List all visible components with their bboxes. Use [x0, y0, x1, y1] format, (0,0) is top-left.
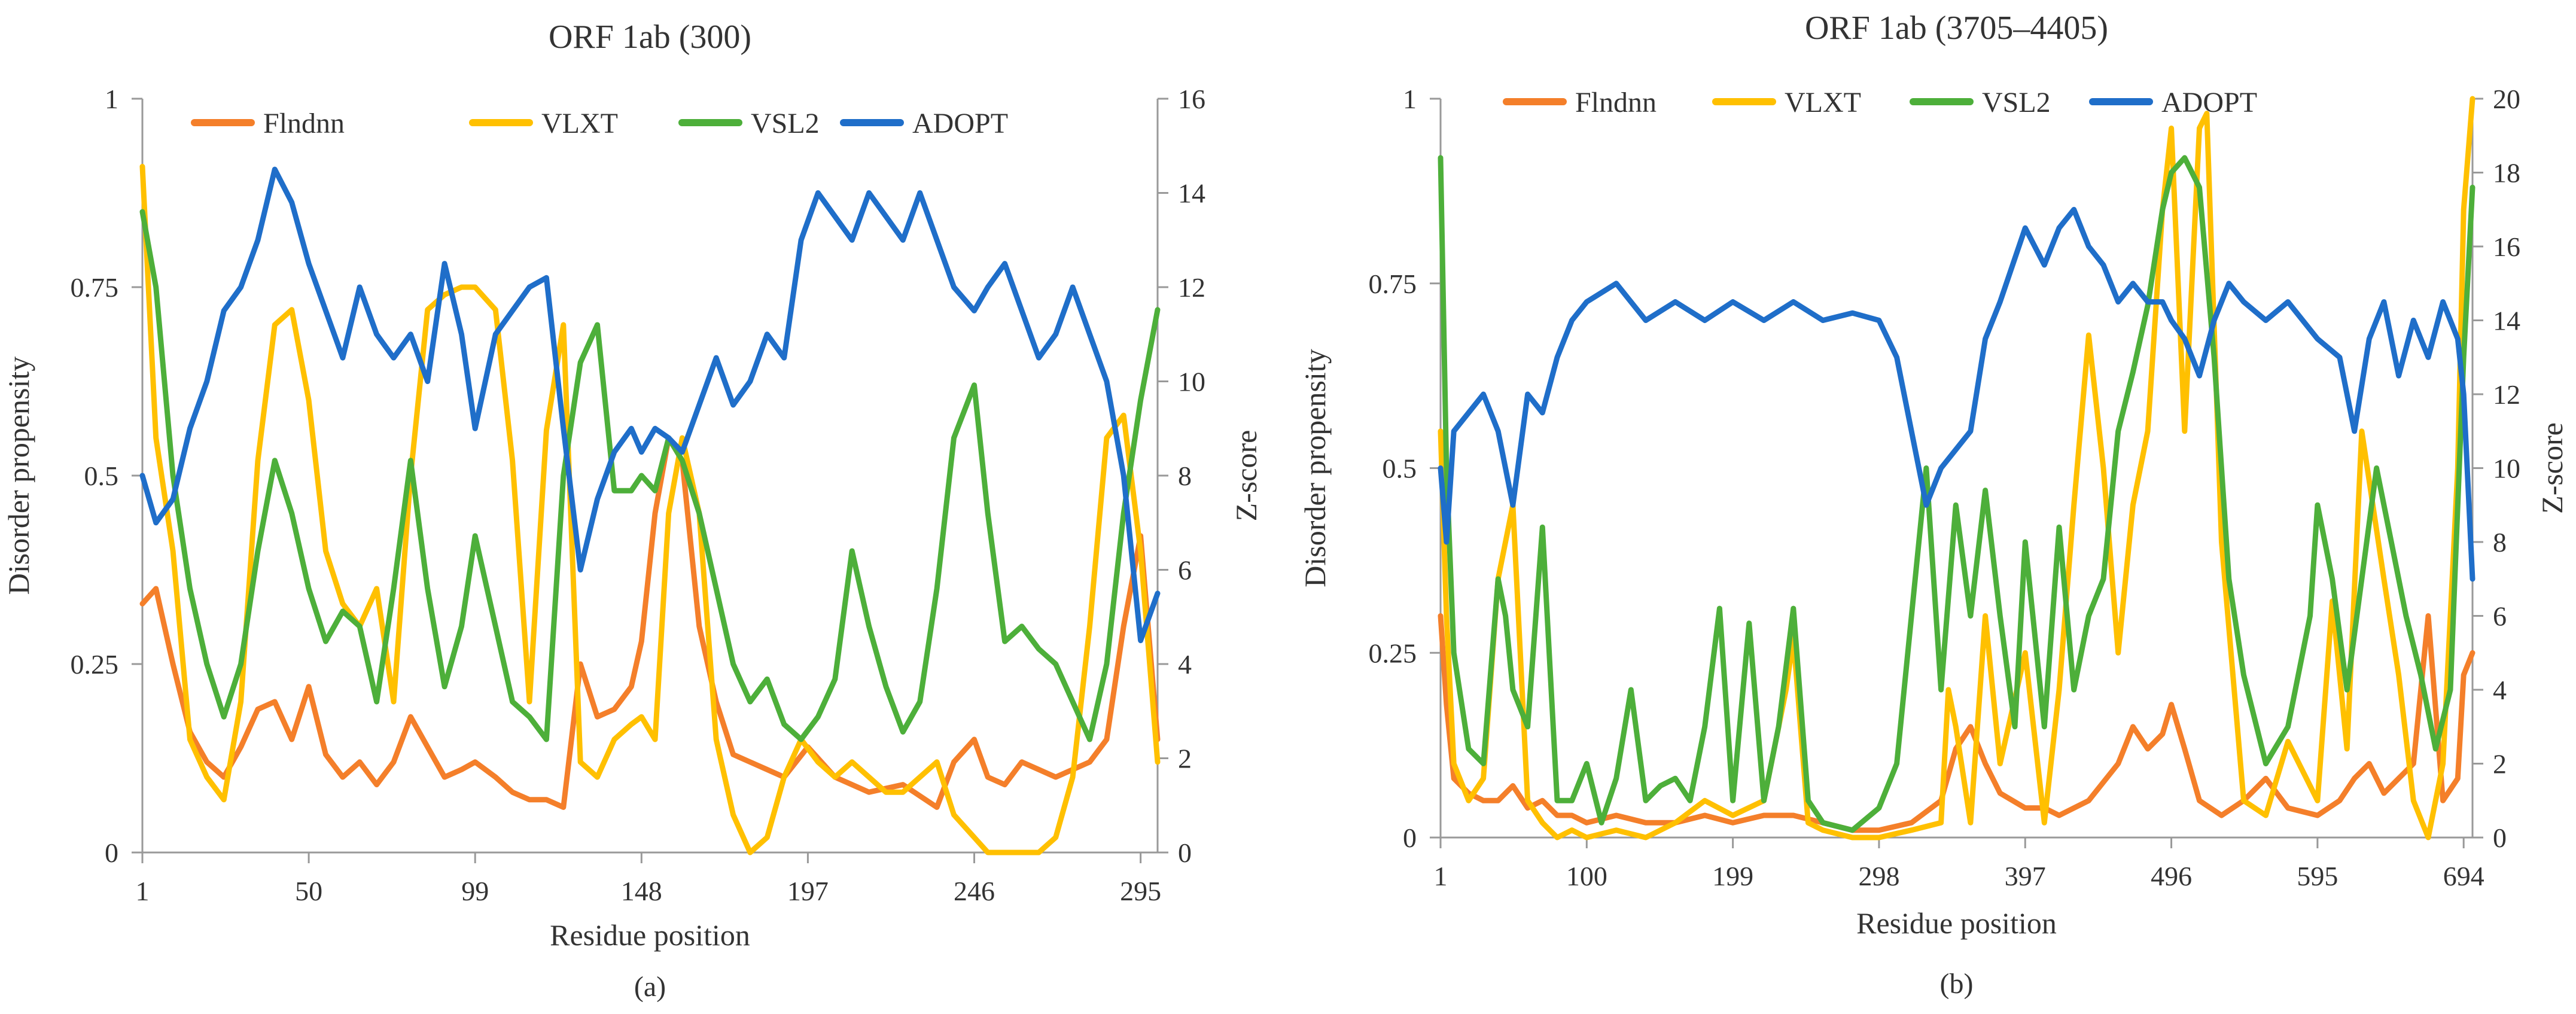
chart-title: ORF 1ab (3705–4405) [1805, 10, 2108, 47]
y2-tick-label: 12 [2493, 379, 2520, 410]
x-tick-label: 595 [2297, 861, 2338, 891]
y2-tick-label: 0 [2493, 823, 2507, 853]
legend-label-flndnn: Flndnn [263, 108, 345, 139]
y2-axis-label: Z-score [2535, 422, 2569, 514]
x-tick-label: 298 [1858, 861, 1899, 891]
series-line-vsl2 [139, 209, 1161, 742]
x-tick-label: 246 [954, 876, 995, 906]
panel-label: (b) [1940, 968, 1974, 1000]
panel-b: ORF 1ab (3705–4405) 0 0.25 0.5 0.75 1 0 2 4 6 8 10 1… [1288, 0, 2576, 1014]
y2-tick-label: 4 [2493, 675, 2507, 705]
x-axis-label: Residue position [550, 918, 750, 952]
panel-label: (a) [634, 971, 666, 1003]
legend-label-flndnn: Flndnn [1575, 87, 1657, 118]
y-tick-label: 0 [1403, 823, 1417, 853]
y2-tick-label: 10 [1178, 367, 1205, 397]
chart-a: ORF 1ab (300)00.250.50.75102468101214161… [2, 19, 1263, 1003]
series-line-vlxt [139, 163, 1161, 855]
series-line-adopt [1438, 206, 2475, 582]
y2-tick-label: 14 [1178, 178, 1205, 209]
series-line-adopt [139, 166, 1161, 644]
y2-tick-label: 2 [2493, 749, 2507, 779]
x-tick-label: 50 [295, 876, 322, 906]
y2-tick-label: 14 [2493, 306, 2520, 336]
y-tick-label: 0.5 [1383, 453, 1417, 484]
y2-tick-label: 16 [1178, 84, 1205, 114]
x-tick-label: 199 [1712, 861, 1753, 891]
y-axis-label: Disorder propensity [2, 357, 35, 595]
x-tick-label: 148 [621, 876, 662, 906]
y2-tick-label: 10 [2493, 453, 2520, 484]
x-tick-label: 496 [2151, 861, 2192, 891]
x-axis-label: Residue position [1856, 906, 2057, 940]
legend-label-adopt: ADOPT [2161, 87, 2257, 118]
y-axis-label: Disorder propensity [1298, 349, 1332, 587]
x-tick-label: 99 [461, 876, 489, 906]
y2-tick-label: 2 [1178, 744, 1192, 774]
chart-b: ORF 1ab (3705–4405)00.250.50.75102468101… [1298, 10, 2569, 1000]
series-line-flndnn [139, 435, 1161, 810]
y-tick-label: 0.75 [71, 272, 119, 303]
y-tick-label: 0 [105, 838, 118, 868]
series-line-vlxt [1438, 96, 2475, 841]
legend-label-vlxt: VLXT [1785, 87, 1861, 118]
y2-tick-label: 8 [2493, 527, 2507, 558]
legend-label-vlxt: VLXT [541, 108, 618, 139]
y2-tick-label: 0 [1178, 838, 1192, 868]
x-tick-label: 1 [1434, 861, 1448, 891]
x-tick-label: 1 [136, 876, 150, 906]
y2-tick-label: 6 [1178, 555, 1192, 586]
y-tick-label: 0.75 [1369, 269, 1417, 299]
legend-label-vsl2: VSL2 [1982, 87, 2051, 118]
legend-label-vsl2: VSL2 [751, 108, 820, 139]
legend-label-adopt: ADOPT [912, 108, 1008, 139]
y2-tick-label: 12 [1178, 272, 1205, 303]
x-tick-label: 397 [2005, 861, 2046, 891]
y2-tick-label: 4 [1178, 649, 1192, 680]
series-line-vsl2 [1438, 155, 2475, 833]
y-tick-label: 0.5 [84, 461, 119, 491]
x-tick-label: 100 [1566, 861, 1607, 891]
y2-tick-label: 8 [1178, 461, 1192, 491]
y-tick-label: 1 [105, 84, 118, 114]
y2-tick-label: 16 [2493, 232, 2520, 262]
series-line-flndnn [1438, 613, 2475, 833]
x-tick-label: 295 [1120, 876, 1161, 906]
y2-axis-label: Z-score [1229, 430, 1263, 522]
y-tick-label: 0.25 [1369, 638, 1417, 668]
y2-tick-label: 20 [2493, 84, 2520, 114]
y2-tick-label: 18 [2493, 158, 2520, 188]
panel-a: ORF 1ab (300) 0 0.25 0.5 0.75 1 0 2 4 6 8 10 12 14 16 1… [2, 19, 1263, 1003]
y2-tick-label: 6 [2493, 601, 2507, 632]
chart-title: ORF 1ab (300) [549, 19, 751, 56]
y-tick-label: 1 [1403, 84, 1417, 114]
y-tick-label: 0.25 [71, 649, 119, 680]
x-tick-label: 694 [2443, 861, 2484, 891]
x-tick-label: 197 [787, 876, 829, 906]
